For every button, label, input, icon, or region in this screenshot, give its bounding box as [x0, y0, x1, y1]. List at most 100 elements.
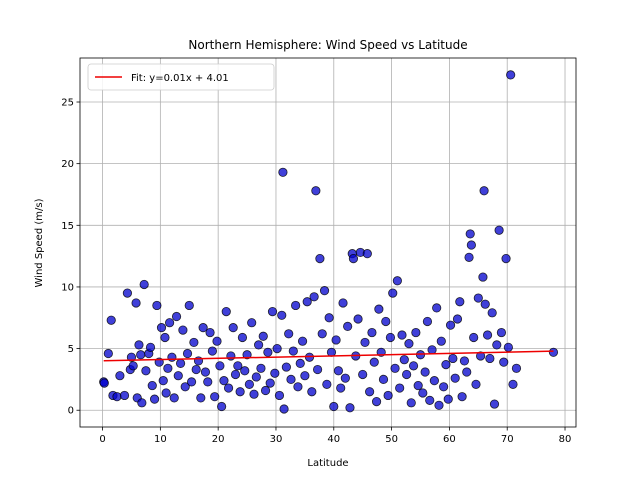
- data-point: [441, 360, 451, 370]
- data-point: [315, 253, 325, 264]
- data-point: [165, 318, 175, 328]
- data-point: [317, 329, 327, 339]
- data-point: [278, 167, 288, 177]
- data-point: [485, 353, 495, 364]
- data-point: [465, 229, 475, 239]
- data-point: [312, 364, 323, 375]
- data-point: [230, 369, 241, 380]
- data-point: [466, 240, 476, 250]
- data-point: [365, 387, 375, 397]
- data-point: [169, 393, 179, 403]
- data-point: [251, 372, 261, 382]
- data-point: [390, 363, 400, 373]
- data-point: [284, 329, 294, 339]
- legend: Fit: y=0.01x + 4.01: [87, 63, 275, 91]
- chart-title: Northern Hemisphere: Wind Speed vs Latit…: [188, 38, 467, 52]
- data-point: [186, 377, 197, 387]
- data-point: [233, 361, 243, 371]
- data-point: [126, 352, 137, 362]
- x-tick-label: 20: [212, 434, 225, 445]
- data-point: [149, 394, 160, 404]
- data-point: [196, 393, 206, 403]
- data-point: [171, 311, 182, 322]
- data-point: [200, 367, 211, 377]
- y-tick-label: 20: [61, 159, 74, 170]
- data-point: [411, 327, 421, 338]
- data-point: [324, 313, 334, 323]
- data-point: [378, 374, 389, 385]
- data-point: [367, 327, 377, 338]
- data-point: [160, 332, 170, 343]
- data-point: [191, 364, 201, 375]
- data-point: [226, 351, 236, 361]
- data-point: [427, 345, 437, 355]
- data-point: [122, 288, 133, 298]
- data-point: [399, 355, 409, 365]
- data-point: [141, 366, 151, 376]
- data-point: [508, 379, 518, 389]
- data-point: [348, 253, 359, 264]
- x-tick-label: 50: [385, 434, 398, 445]
- data-point: [480, 299, 490, 309]
- legend-label-fit: Fit: y=0.01x + 4.01: [131, 73, 229, 84]
- data-point: [235, 387, 245, 397]
- data-point: [408, 361, 419, 371]
- x-tick-label: 70: [501, 434, 514, 445]
- data-point: [228, 323, 238, 333]
- data-point: [439, 382, 449, 392]
- y-tick-label: 10: [61, 282, 74, 293]
- data-point: [469, 332, 479, 343]
- data-point: [167, 352, 177, 362]
- data-point: [371, 397, 382, 407]
- data-point: [258, 331, 268, 341]
- data-point: [432, 303, 442, 313]
- data-point: [237, 332, 248, 343]
- data-point: [112, 392, 122, 402]
- data-point: [471, 379, 481, 389]
- y-tick-label: 15: [61, 221, 74, 232]
- data-point: [279, 404, 289, 414]
- data-point: [479, 186, 489, 196]
- data-point: [288, 346, 298, 356]
- data-point: [429, 376, 439, 386]
- data-point: [205, 327, 215, 338]
- data-point: [322, 379, 332, 389]
- data-point: [492, 340, 502, 350]
- data-point: [425, 395, 435, 405]
- data-point: [178, 325, 188, 335]
- data-point: [397, 330, 407, 340]
- data-point: [459, 356, 470, 366]
- data-point: [184, 300, 194, 311]
- data-point: [338, 298, 348, 308]
- data-point: [128, 361, 138, 371]
- data-point: [274, 390, 285, 401]
- data-point: [445, 320, 456, 330]
- data-point: [242, 350, 252, 360]
- data-point: [392, 276, 402, 286]
- data-point: [345, 403, 355, 413]
- data-point: [272, 343, 282, 354]
- data-point: [134, 340, 144, 350]
- y-axis-label: Wind Speed (m/s): [34, 198, 45, 287]
- data-point: [210, 392, 220, 402]
- y-tick-label: 0: [68, 406, 74, 417]
- data-point: [203, 377, 213, 387]
- data-point: [343, 321, 353, 331]
- data-point: [249, 389, 259, 399]
- data-point: [462, 367, 472, 377]
- data-point: [175, 358, 186, 368]
- x-tick-label: 40: [327, 434, 340, 445]
- data-point: [260, 385, 271, 396]
- data-point: [137, 398, 147, 408]
- data-point: [388, 288, 398, 298]
- data-point: [353, 314, 363, 324]
- data-point: [309, 292, 319, 302]
- x-tick-label: 80: [559, 434, 572, 445]
- data-point: [180, 382, 190, 392]
- data-point: [247, 318, 257, 328]
- data-point: [331, 335, 341, 345]
- data-point: [158, 376, 168, 386]
- regression-line: [103, 350, 554, 362]
- data-point: [448, 353, 458, 364]
- data-point: [374, 304, 384, 314]
